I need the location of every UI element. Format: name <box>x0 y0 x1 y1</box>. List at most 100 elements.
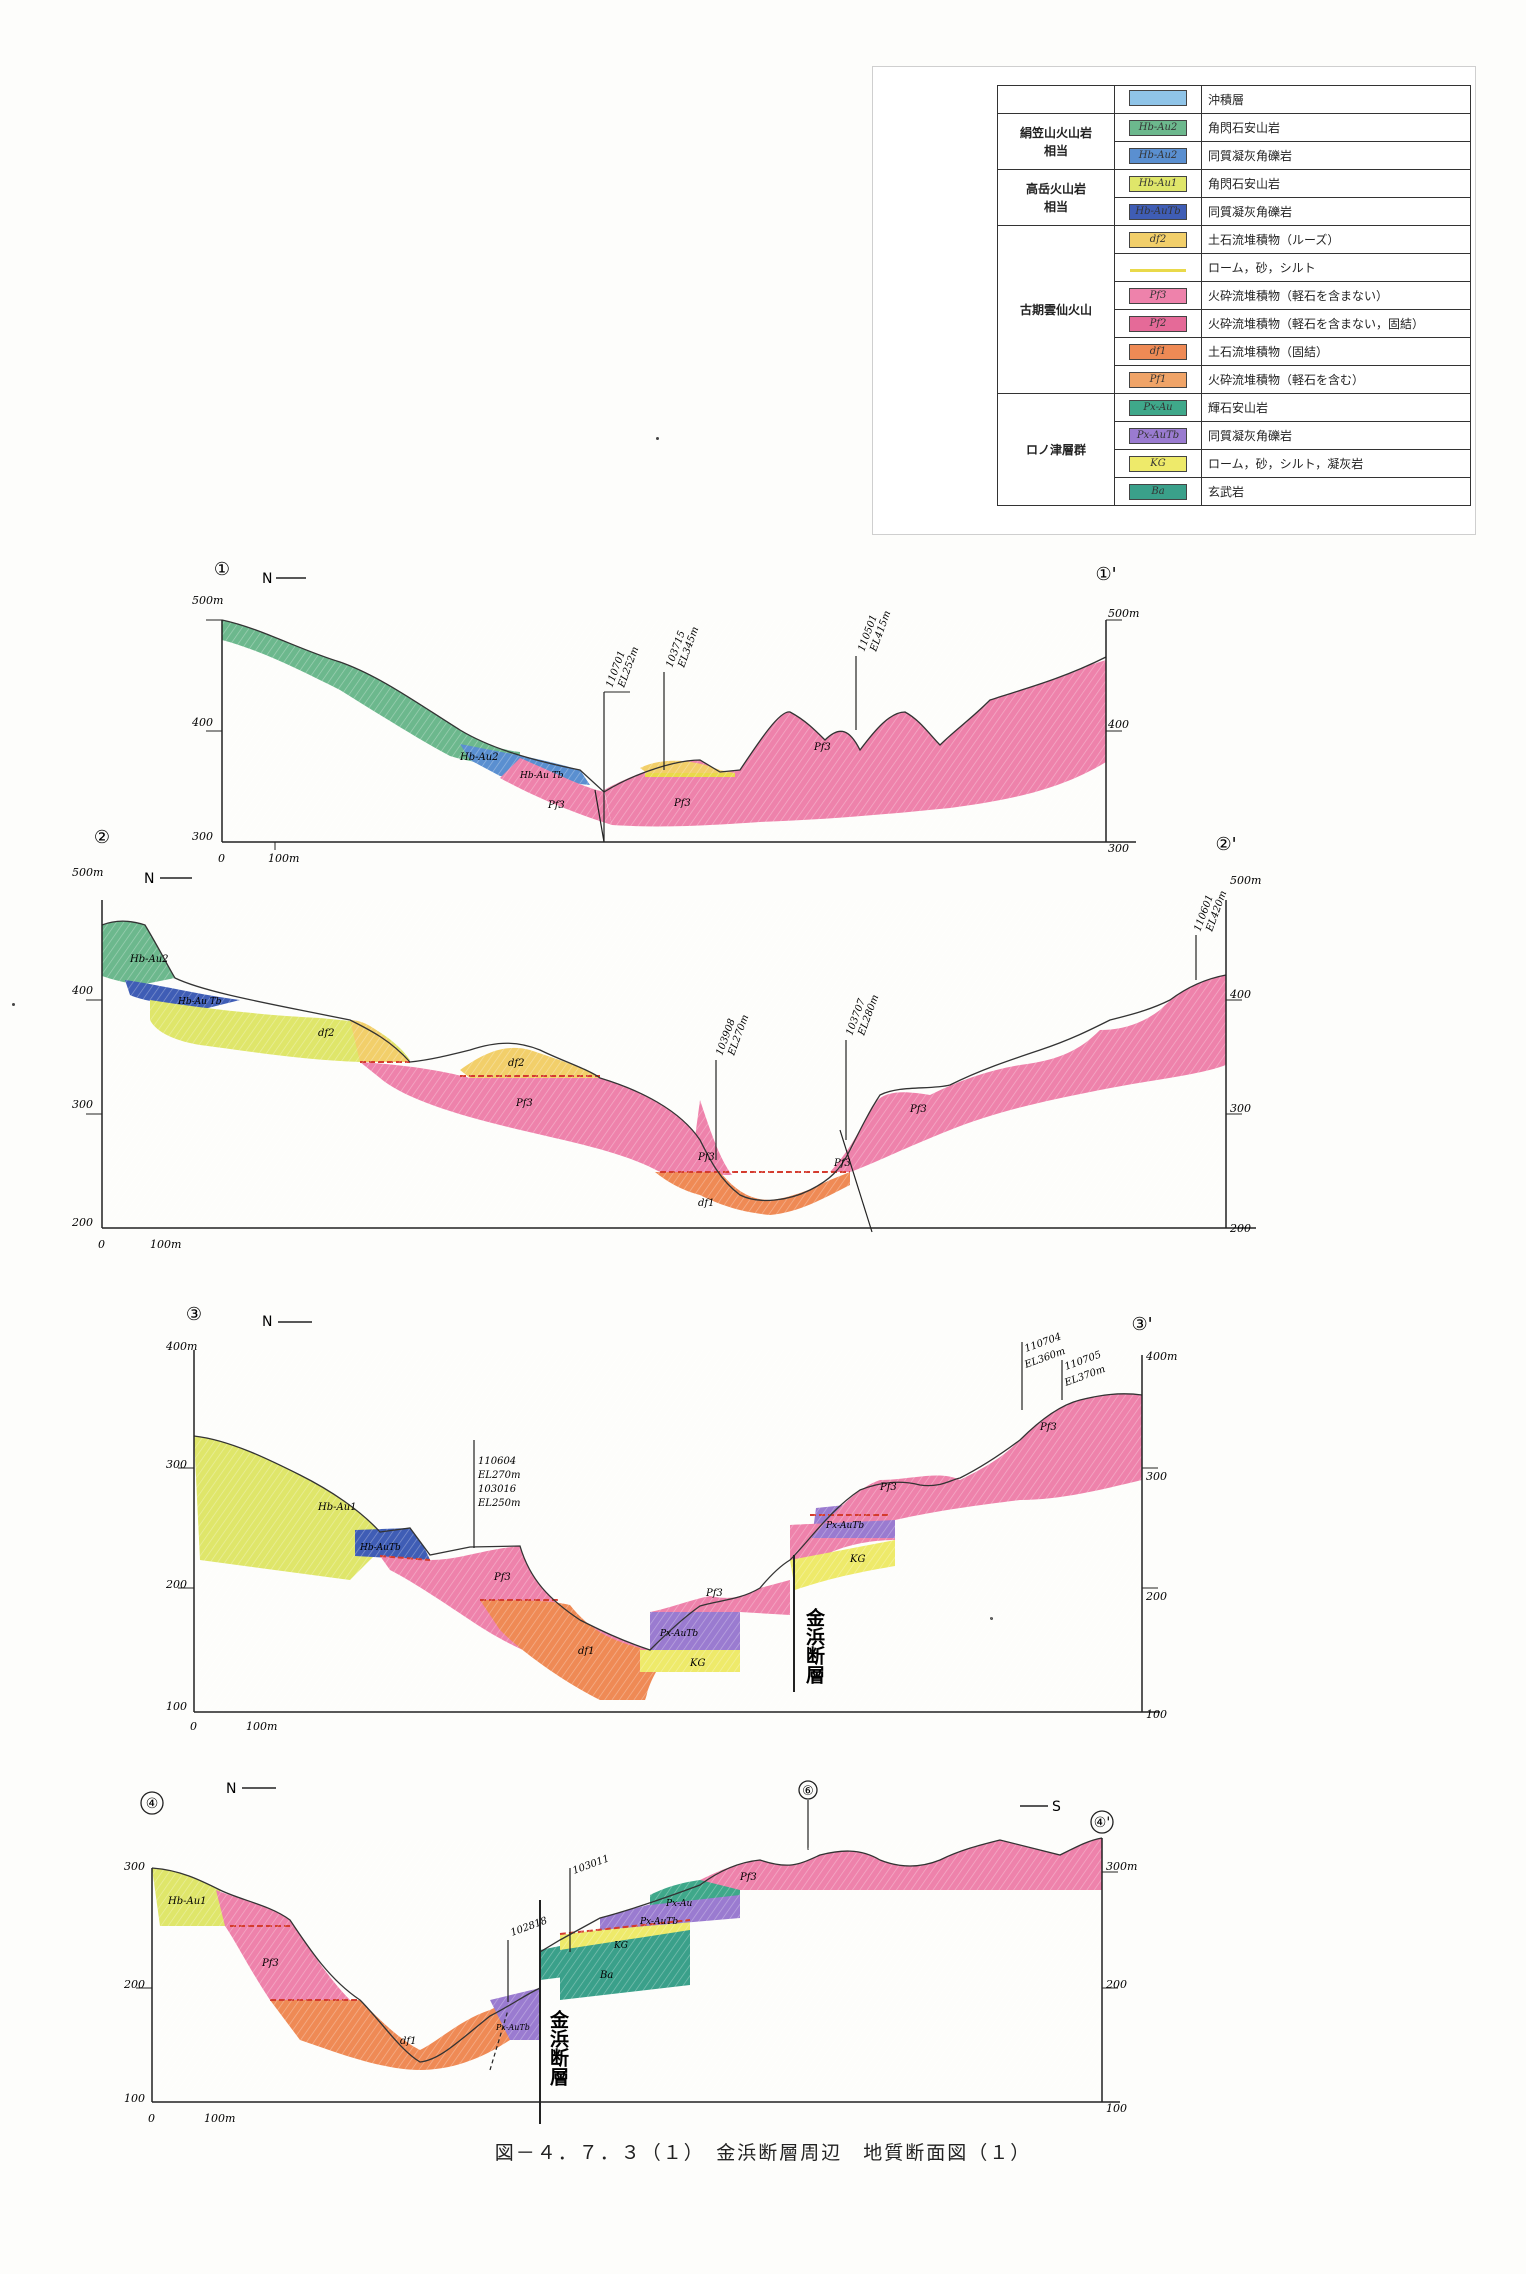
unit-label: Px-AuTb <box>495 2023 530 2032</box>
legend-unit-name: 火砕流堆積物（軽石を含まない） <box>1201 281 1471 310</box>
geology-legend: 沖積層 絹笠山火山岩 相当 Hb-Au2 角閃石安山岩 Hb-Au2 同質凝灰角礫岩 高岳火山… <box>872 66 1476 535</box>
unit-label: Pf3 <box>705 1588 723 1599</box>
section-1: ① ①' N 500m 400 300 500m 400 300 0 100m <box>191 559 1139 865</box>
section-1-end-label: ①' <box>1095 564 1116 585</box>
legend-swatch-cell: Hb-AuTb <box>1114 197 1202 226</box>
y-label-100-right: 100 <box>1146 1708 1167 1721</box>
legend-swatch: Pf3 <box>1129 288 1187 304</box>
unit-label: df2 <box>318 1028 334 1039</box>
unit-label: df1 <box>578 1646 594 1657</box>
legend-swatch-cell: df2 <box>1114 225 1202 254</box>
section-2: ② ②' N 500m 400 300 200 500m 400 300 200… <box>71 827 1261 1251</box>
unit-label: df1 <box>698 1198 714 1209</box>
unit-label: Px-AuTb <box>659 1629 698 1639</box>
y-label-300: 300 <box>72 1098 93 1111</box>
section-3-end-label: ③' <box>1131 1314 1152 1335</box>
y-label-300-right: 300 <box>1108 842 1129 855</box>
legend-swatch: Pf2 <box>1129 316 1187 332</box>
legend-swatch-cell: df1 <box>1114 337 1202 366</box>
unit-label: Hb-Au2 <box>129 954 169 965</box>
borehole-id: 110604 <box>478 1456 516 1467</box>
unit-label: KG <box>613 1941 628 1951</box>
legend-unit-name: 火砕流堆積物（軽石を含まない，固結） <box>1201 309 1471 338</box>
y-label-400: 400 <box>191 716 213 729</box>
unit-label: Px-AuTb <box>639 1917 678 1927</box>
legend-swatch: Pf1 <box>1129 372 1187 388</box>
section-3-start-label: ③ <box>186 1304 202 1325</box>
unit-label: Pf3 <box>673 798 691 809</box>
legend-swatch: KG <box>1129 456 1187 472</box>
legend-row: df1 土石流堆積物（固結） <box>998 337 1471 366</box>
unit-label: Pf3 <box>879 1482 897 1493</box>
section-1-north-label: N <box>262 571 272 587</box>
unit-label: Hb-Au1 <box>167 1896 207 1907</box>
unit-label: Pf3 <box>493 1572 511 1583</box>
legend-swatch: Hb-Au2 <box>1129 148 1187 164</box>
topographic-profile <box>151 1837 1103 2063</box>
y-label-300-right: 300 <box>1146 1470 1167 1483</box>
borehole-el: EL250m <box>477 1498 521 1509</box>
legend-row: KG ローム，砂，シルト，凝灰岩 <box>998 449 1471 478</box>
section-2-north-label: N <box>144 871 154 887</box>
unit-label: Pf3 <box>547 800 565 811</box>
section-2-end-label: ②' <box>1215 834 1236 855</box>
unit-label: Ba <box>599 1970 613 1981</box>
legend-swatch: Hb-Au1 <box>1129 176 1187 192</box>
y-label-200-right: 200 <box>1229 1222 1251 1235</box>
y-label-300: 300 <box>124 1860 145 1873</box>
legend-swatch-cell: Hb-Au2 <box>1114 141 1202 170</box>
legend-row: Ba 玄武岩 <box>998 477 1471 506</box>
fault-line <box>839 1129 873 1233</box>
legend-swatch <box>1130 268 1186 272</box>
section-1-start-label: ① <box>214 559 230 580</box>
unit-label: Pf3 <box>697 1152 715 1163</box>
y-label-200: 200 <box>165 1578 187 1591</box>
legend-swatch: Ba <box>1129 484 1187 500</box>
y-label-100: 100 <box>124 2092 145 2105</box>
legend-swatch: df2 <box>1129 232 1187 248</box>
unit-label: Px-AuTb <box>825 1521 864 1531</box>
legend-unit-name: ローム，砂，シルト，凝灰岩 <box>1201 449 1471 478</box>
legend-swatch-cell: Pf1 <box>1114 365 1202 394</box>
legend-table: 沖積層 絹笠山火山岩 相当 Hb-Au2 角閃石安山岩 Hb-Au2 同質凝灰角礫岩 高岳火山… <box>997 85 1471 506</box>
y-label-200: 200 <box>123 1978 145 1991</box>
unit-label: KG <box>689 1658 705 1669</box>
section-2-start-label: ② <box>94 827 110 848</box>
fault-name-label: 金浜断層 <box>547 2009 570 2087</box>
x-label-0: 0 <box>218 852 225 865</box>
unit-label: Pf3 <box>739 1872 757 1883</box>
topographic-profile <box>221 619 1107 793</box>
legend-row: Pf2 火砕流堆積物（軽石を含まない，固結） <box>998 309 1471 338</box>
legend-row: 古期雲仙火山 df2 土石流堆積物（ルーズ） <box>997 225 1471 394</box>
x-label-0: 0 <box>98 1238 105 1251</box>
crayon-texture <box>152 1840 1102 2090</box>
fault-line <box>594 789 605 843</box>
unit-label: Pf3 <box>261 1958 279 1969</box>
unit-label: Pf3 <box>813 742 831 753</box>
section-4-north-label: N <box>226 1781 236 1797</box>
unit-label: df2 <box>508 1058 524 1069</box>
legend-group-name: 高岳火山岩 相当 <box>997 169 1115 226</box>
legend-row: 高岳火山岩 相当 Hb-Au1 角閃石安山岩 <box>997 169 1471 226</box>
scan-speck <box>656 437 659 440</box>
legend-swatch: Hb-AuTb <box>1129 204 1187 220</box>
unit-label: Hb-Au1 <box>317 1502 357 1513</box>
crayon-texture <box>102 900 1226 1230</box>
section-3-north-label: N <box>262 1314 272 1330</box>
legend-row: Hb-AuTb 同質凝灰角礫岩 <box>998 197 1471 226</box>
y-label-300-right: 300m <box>1106 1860 1137 1873</box>
section-4-end-label: ④' <box>1094 1815 1110 1831</box>
unit-label: Px-Au <box>665 1899 693 1909</box>
legend-swatch-cell: Hb-Au1 <box>1114 169 1202 198</box>
y-label-200-right: 200 <box>1105 1978 1127 1991</box>
unit-label: Hb-Au2 <box>459 752 499 763</box>
crayon-texture <box>194 1350 1142 1720</box>
y-label-100-right: 100 <box>1106 2102 1127 2115</box>
unit-label: KG <box>849 1554 865 1565</box>
legend-unit-name: 玄武岩 <box>1201 477 1471 506</box>
y-label-500: 500m <box>72 866 103 879</box>
section-4: ④ ④' ⑥ N S 300 200 100 300m 200 <box>123 1780 1137 2125</box>
legend-swatch-cell: Pf2 <box>1114 309 1202 338</box>
fault-name-label: 金浜断層 <box>803 1607 826 1685</box>
